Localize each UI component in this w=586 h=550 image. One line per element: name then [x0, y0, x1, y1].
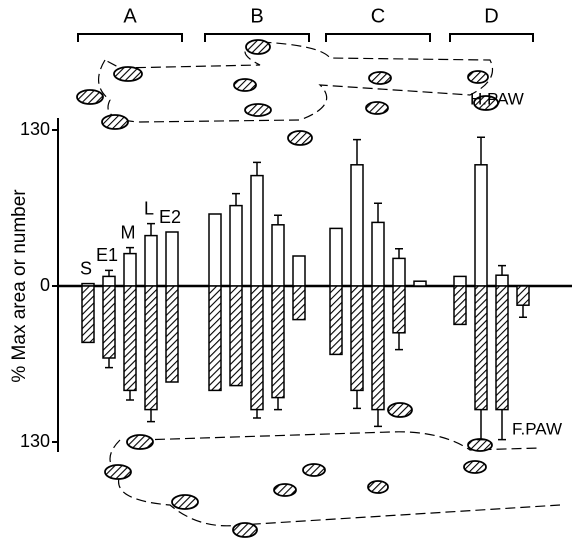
- group-label: B: [250, 5, 263, 27]
- error-bar: [232, 192, 240, 206]
- bar: [123, 285, 137, 392]
- category-label: E2: [159, 207, 181, 227]
- bar: [453, 275, 467, 287]
- bar: [144, 234, 158, 287]
- bar: [102, 285, 116, 359]
- y-tick-label: 130: [20, 431, 50, 451]
- group-bracket: [77, 33, 183, 42]
- paw-drawings: [76, 39, 561, 538]
- bar: [453, 285, 467, 326]
- error-bar: [395, 248, 403, 259]
- bar: [102, 275, 116, 287]
- bar: [292, 255, 306, 287]
- error-bar: [126, 390, 134, 401]
- bar: [371, 285, 385, 411]
- annotation: F.PAW: [512, 419, 562, 438]
- bar: [329, 227, 343, 287]
- bar: [371, 221, 385, 287]
- bar: [474, 285, 488, 411]
- bar: [165, 231, 179, 287]
- y-tick-label: 0: [40, 275, 50, 295]
- category-label: S: [80, 258, 92, 278]
- bar: [123, 252, 137, 287]
- bar: [292, 285, 306, 321]
- group-bracket: [204, 33, 310, 42]
- annotation: H.PAW: [470, 89, 524, 108]
- group-label: A: [123, 5, 137, 27]
- error-bar: [374, 409, 382, 428]
- group-bracket: [449, 33, 534, 42]
- y-tick-label: 130: [20, 119, 50, 139]
- bar: [81, 285, 95, 344]
- bar: [392, 285, 406, 334]
- group-label: D: [484, 5, 498, 27]
- error-bar: [498, 409, 506, 441]
- bar: [495, 285, 509, 411]
- bar: [329, 285, 343, 356]
- bar: [474, 164, 488, 287]
- bar: [144, 285, 158, 411]
- error-bar: [253, 409, 261, 419]
- category-label: L: [144, 198, 154, 218]
- bar: [250, 285, 264, 411]
- bar: [516, 285, 530, 306]
- bar: [413, 280, 427, 287]
- error-bar: [519, 305, 527, 318]
- bar: [250, 174, 264, 287]
- error-bar: [353, 138, 361, 165]
- bar: [271, 224, 285, 287]
- bar: [495, 274, 509, 287]
- group-bracket: [325, 33, 431, 42]
- category-label: M: [121, 222, 136, 242]
- error-bar: [498, 264, 506, 276]
- bar: [165, 285, 179, 383]
- bar: [208, 285, 222, 392]
- error-bar: [477, 409, 485, 441]
- bar: [350, 285, 364, 392]
- error-bar: [374, 202, 382, 223]
- error-bar: [105, 269, 113, 277]
- bar: [229, 285, 243, 387]
- bar: [271, 285, 285, 399]
- error-bar: [477, 136, 485, 165]
- bar: [350, 164, 364, 287]
- group-label: C: [371, 5, 385, 27]
- error-bar: [126, 246, 134, 254]
- bar: [392, 257, 406, 287]
- error-bar: [395, 332, 403, 351]
- error-bar: [105, 358, 113, 369]
- error-bar: [147, 409, 155, 423]
- error-bar: [274, 397, 282, 411]
- bar: [208, 213, 222, 287]
- error-bar: [147, 222, 155, 236]
- error-bar: [274, 214, 282, 225]
- bar: [229, 204, 243, 287]
- category-label: E1: [96, 245, 118, 265]
- y-axis-label: % Max area or number: [9, 189, 30, 383]
- error-bar: [253, 161, 261, 176]
- error-bar: [353, 390, 361, 410]
